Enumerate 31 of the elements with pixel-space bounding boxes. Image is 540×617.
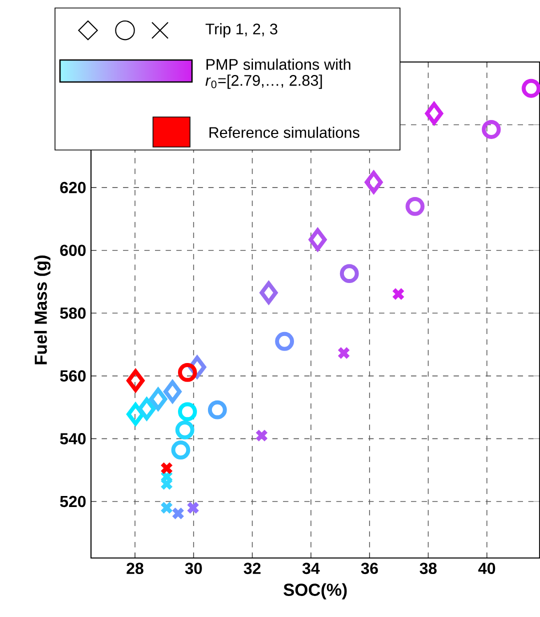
point [160, 477, 174, 490]
annotation: Reference simulations [210, 126, 360, 138]
y-tick-label: 540 [60, 433, 86, 444]
y-tick-label: 520 [60, 496, 86, 508]
point [171, 440, 190, 460]
x-axis-title: SOC(%) [284, 583, 347, 600]
text: Trip 1, 2, 3 [206, 23, 278, 38]
x-tick-label: 34 [302, 562, 320, 574]
point [160, 501, 174, 514]
point [186, 501, 200, 514]
y-tick-label: 600 [60, 244, 86, 256]
annotation: PMP simulations with r$_{0}$=[2.79,…, 2.83] [206, 58, 350, 89]
point [149, 388, 168, 410]
point [260, 281, 278, 304]
y-tick-label: 620 [60, 182, 86, 194]
y-tick-label: 560 [60, 370, 86, 382]
point [160, 462, 174, 475]
point [340, 264, 359, 284]
x-tick-label: 40 [478, 562, 496, 574]
point [126, 369, 145, 392]
x-tick-label: 30 [185, 562, 202, 574]
y-axis-title: Fuel Mass (g) [34, 255, 50, 364]
x-tick-label: 32 [244, 562, 261, 574]
x-tick-label: 38 [420, 562, 437, 574]
y-tick-label: 580 [60, 307, 86, 319]
point [406, 196, 425, 216]
point [164, 380, 182, 403]
point [208, 400, 227, 420]
point [178, 363, 197, 382]
x-tick-label: 28 [126, 562, 144, 574]
x-tick-label: 36 [361, 562, 378, 574]
